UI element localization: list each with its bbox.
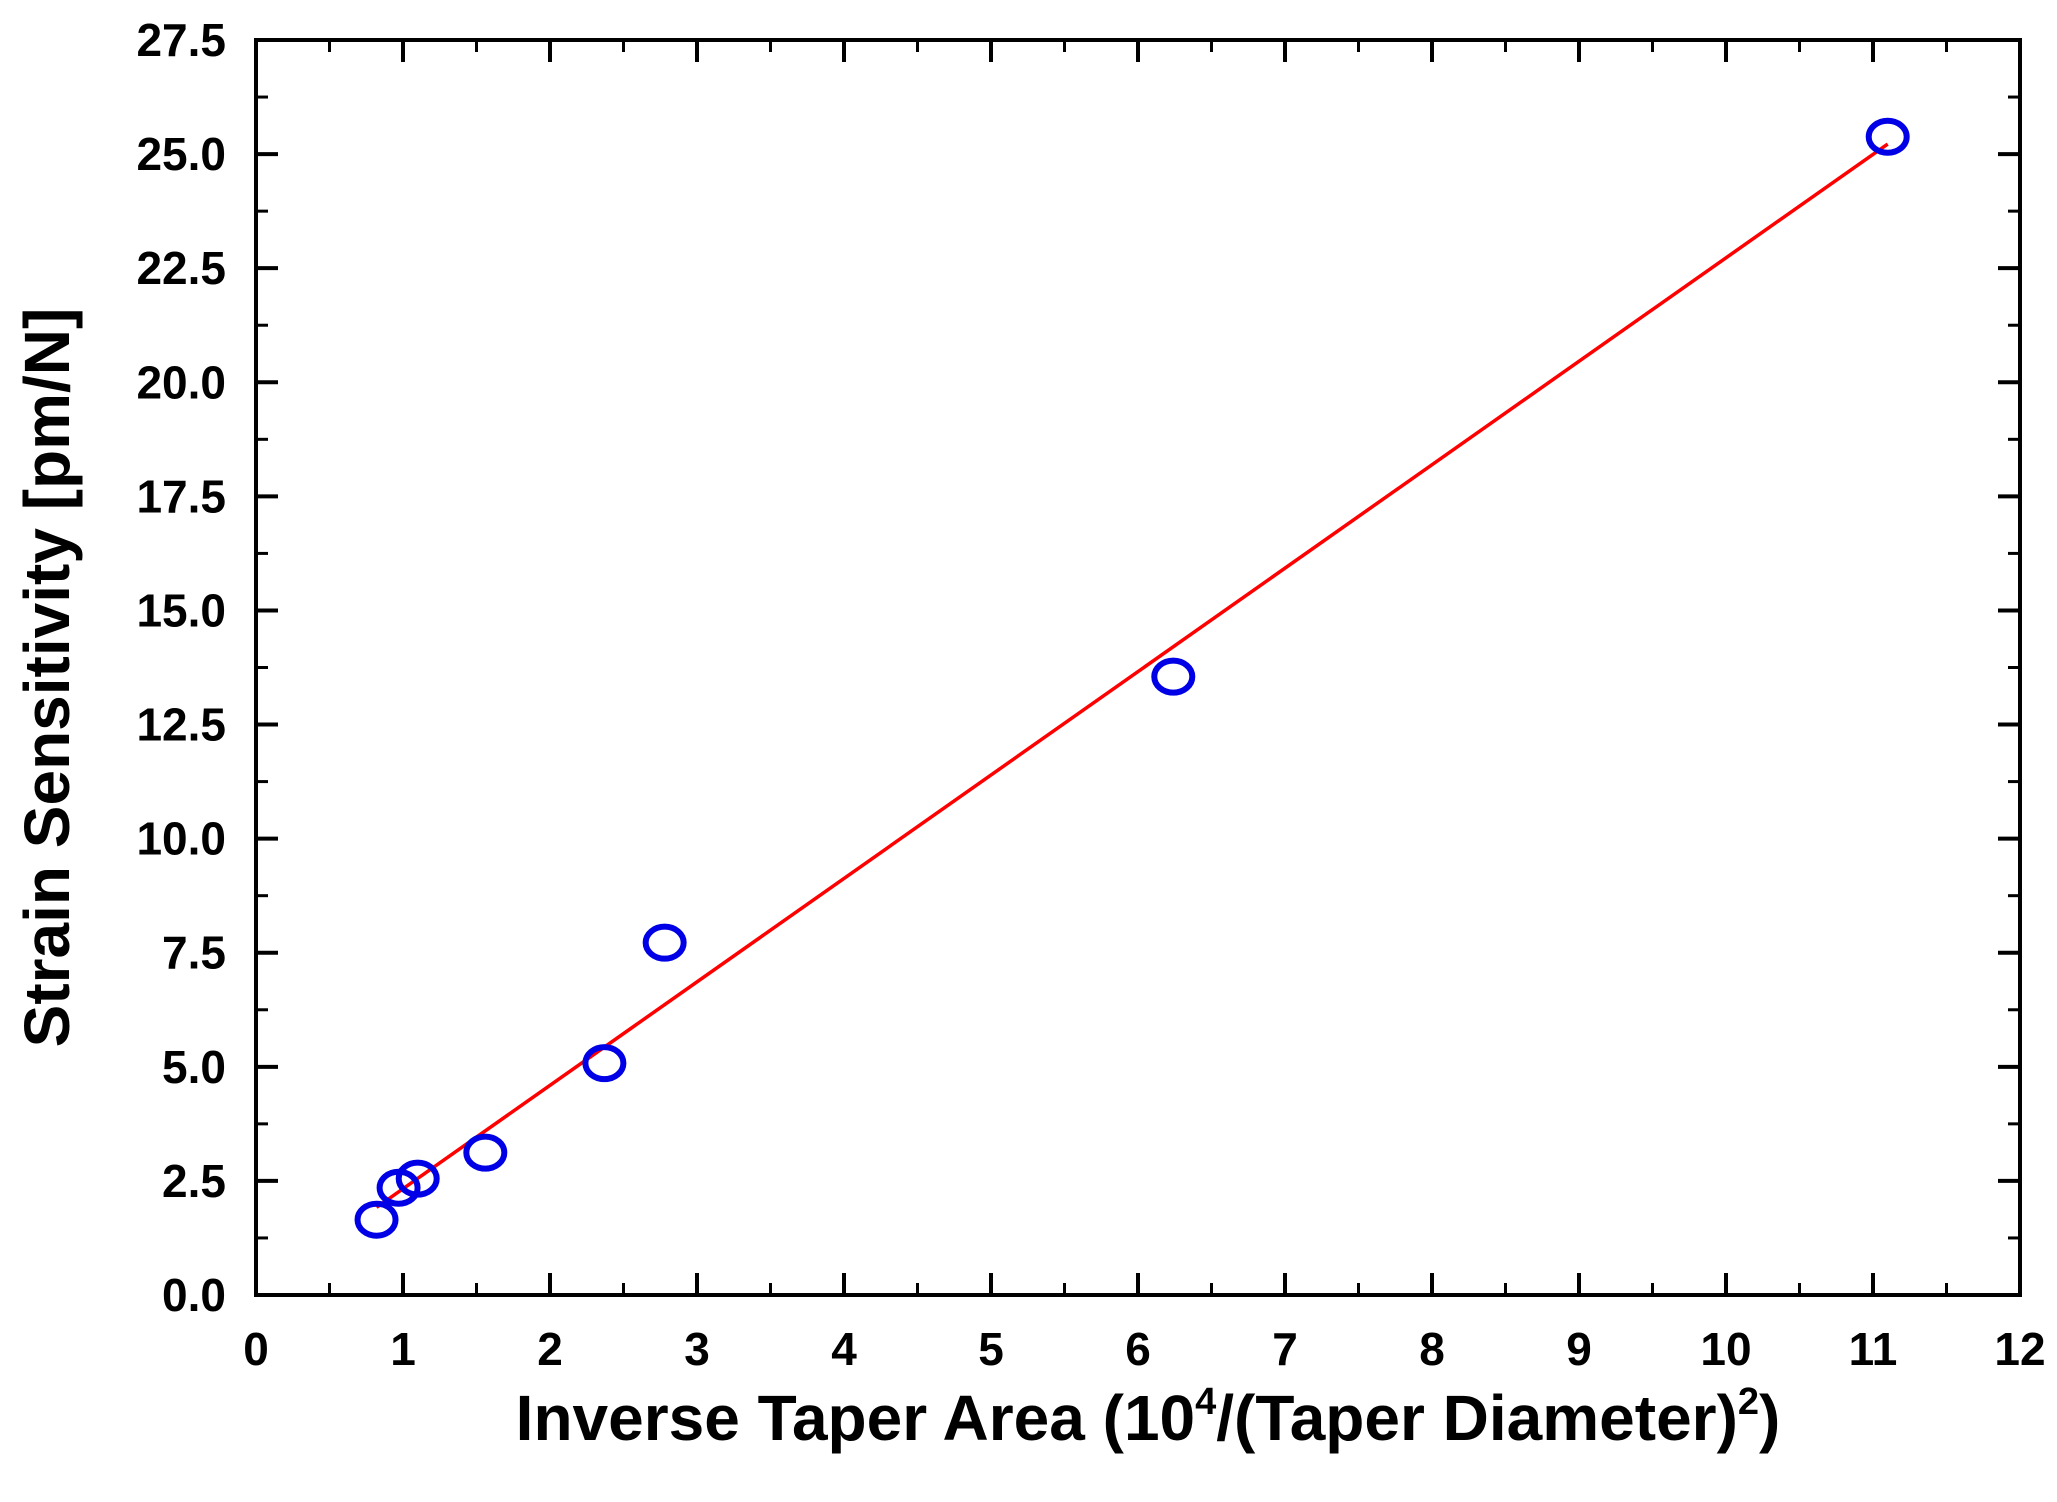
data-point: [463, 1133, 508, 1172]
data-point: [354, 1200, 399, 1239]
x-axis-title-suffix: ): [1759, 1382, 1780, 1454]
x-axis-title-sup2: 2: [1738, 1381, 1759, 1423]
x-tick-label: 8: [1419, 1323, 1445, 1375]
data-point: [395, 1159, 440, 1198]
data-point: [1865, 117, 1910, 156]
x-tick-label: 5: [978, 1323, 1004, 1375]
x-tick-label: 11: [1849, 1323, 1898, 1375]
fit-line-layer: [375, 142, 1889, 1209]
y-tick-labels: 0.0 2.5 5.0 7.5 10.0 12.5 15.0 17.5 20.0 22.5 25.0…: [136, 14, 226, 1321]
y-tick-label: 17.5: [136, 470, 226, 522]
data-point: [582, 1044, 627, 1083]
x-tick-label: 0: [243, 1323, 269, 1375]
data-points: [354, 117, 1910, 1239]
y-tick-label: 25.0: [136, 128, 226, 180]
x-tick-label: 7: [1272, 1323, 1298, 1375]
x-tick-label: 12: [1994, 1323, 2045, 1375]
y-tick-label: 15.0: [136, 584, 226, 636]
x-tick-label: 9: [1566, 1323, 1592, 1375]
plot-frame: [254, 38, 2022, 1297]
data-point: [642, 923, 687, 962]
y-tick-label: 5.0: [162, 1041, 226, 1093]
x-axis-title-sup1: 4: [1195, 1381, 1216, 1423]
y-tick-label: 2.5: [162, 1155, 226, 1207]
linear-fit-line: [375, 142, 1889, 1209]
x-tick-labels: 0 1 2 3 4 5 6 7 8 9 10 11 12: [243, 1323, 2045, 1375]
data-point: [1151, 657, 1196, 696]
x-tick-label: 1: [390, 1323, 416, 1375]
x-tick-label: 3: [684, 1323, 710, 1375]
x-tick-label: 2: [537, 1323, 563, 1375]
y-tick-label: 12.5: [136, 699, 226, 751]
y-tick-label: 0.0: [162, 1269, 226, 1321]
y-tick-label: 22.5: [136, 242, 226, 294]
y-tick-label: 7.5: [162, 927, 226, 979]
y-tick-label: 27.5: [136, 14, 226, 66]
x-axis-title: Inverse Taper Area (104/(Taper Diameter)…: [516, 1381, 1781, 1454]
x-tick-label: 10: [1700, 1323, 1751, 1375]
x-tick-label: 4: [831, 1323, 857, 1375]
y-axis-title: Strain Sensitivity [pm/N]: [11, 308, 83, 1048]
x-axis-title-prefix: Inverse Taper Area (10: [516, 1382, 1195, 1454]
x-axis-title-middle: /(Taper Diameter): [1216, 1382, 1738, 1454]
x-tick-label: 6: [1125, 1323, 1151, 1375]
y-tick-label: 20.0: [136, 356, 226, 408]
y-tick-label: 10.0: [136, 813, 226, 865]
